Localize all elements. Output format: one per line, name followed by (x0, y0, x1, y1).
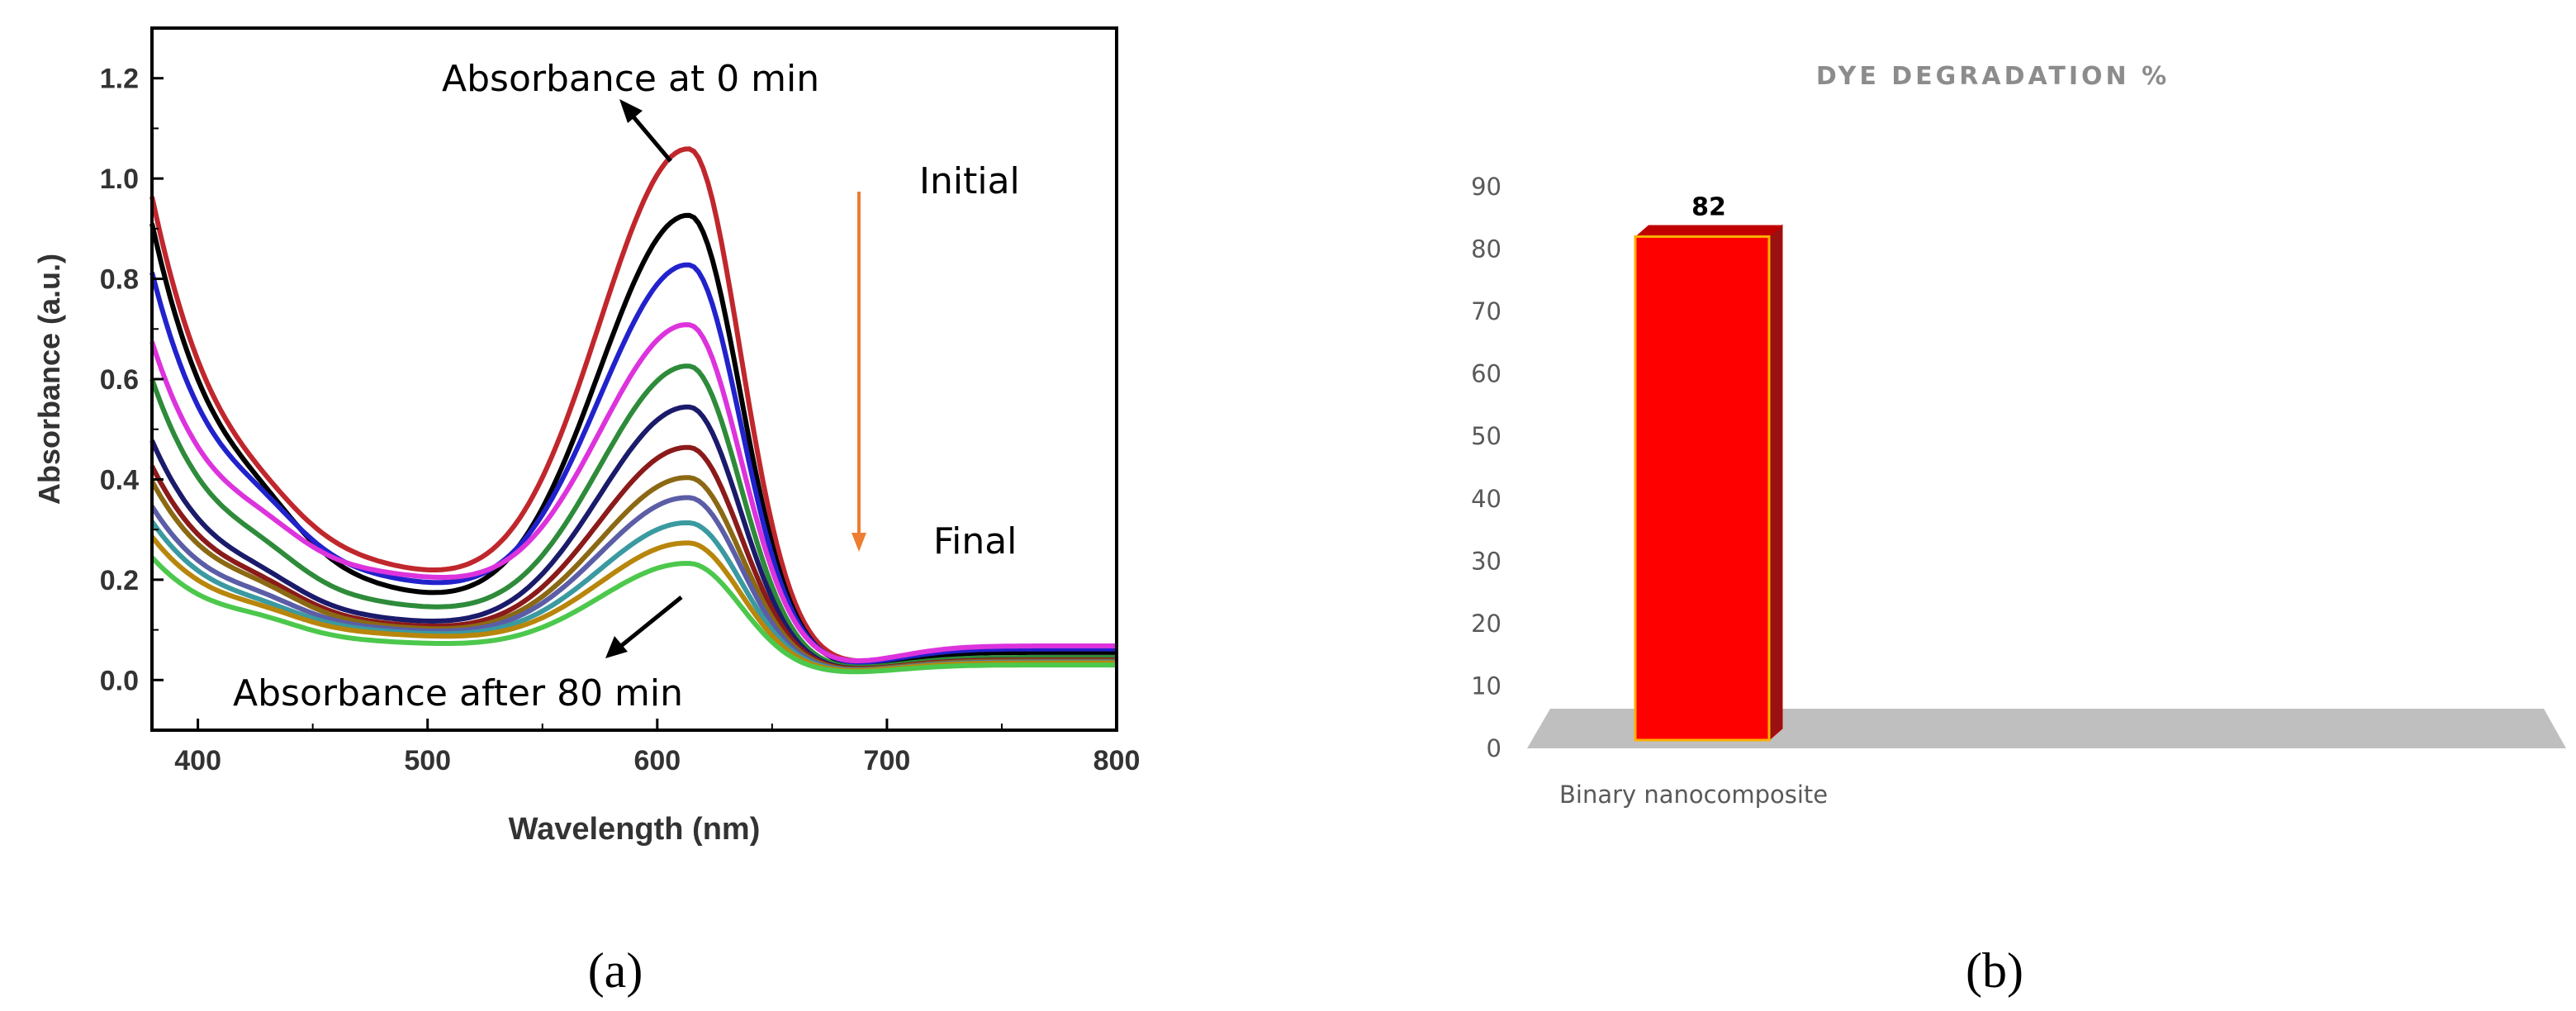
series-line-8 (149, 475, 1117, 672)
series-line-5 (149, 363, 1117, 670)
annotation-initial: Initial (919, 160, 1020, 202)
y-axis-label: Absorbance (a.u.) (32, 254, 66, 505)
floor-3d (1527, 709, 2566, 748)
chart-title: DYE DEGRADATION % (1816, 62, 2170, 91)
decrease-arrow (852, 192, 866, 552)
y-tick-label: 0.4 (100, 464, 139, 496)
y-tick-label: 60 (1471, 360, 1501, 388)
panel-b-bar-chart: DYE DEGRADATION % 0 10 20 30 40 50 60 70 80 90 82… (1471, 62, 2566, 809)
x-tick-label: 400 (174, 745, 221, 776)
y-tick-label: 1.0 (100, 164, 139, 195)
series-line-4 (149, 322, 1117, 663)
arrow-to-top-label (619, 99, 672, 163)
x-tick-label: 600 (633, 745, 681, 776)
y-tick-label: 90 (1471, 173, 1501, 201)
y-tick-label: 0.8 (100, 264, 139, 296)
x-axis-categories: Binary nanocomposite (1559, 781, 1828, 809)
annotation-absorbance-0-min: Absorbance at 0 min (442, 58, 819, 100)
annotation-final: Final (933, 520, 1017, 562)
bar-side (1768, 224, 1783, 742)
y-tick-label: 0.6 (100, 364, 139, 396)
y-tick-label: 50 (1471, 422, 1501, 450)
panel-label-b: (b) (1966, 943, 2023, 998)
arrow-to-bottom-label (605, 596, 683, 658)
x-axis-label: Wavelength (nm) (509, 812, 761, 847)
panel-a-line-chart: 0.0 0.2 0.4 0.6 0.8 1.0 1.2 400 500 600 700 800 Ab… (32, 26, 1140, 847)
data-label: 82 (1691, 192, 1726, 221)
annotation-absorbance-80-min: Absorbance after 80 min (233, 672, 683, 714)
y-tick-label: 1.2 (100, 64, 139, 95)
y-tick-label: 80 (1471, 235, 1501, 263)
y-tick-label: 10 (1471, 672, 1501, 700)
bar (1634, 235, 1771, 742)
y-tick-label: 0.0 (100, 665, 139, 696)
x-axis-ticks: 400 500 600 700 800 (174, 719, 1140, 776)
y-tick-label: 20 (1471, 610, 1501, 638)
x-category-label: Binary nanocomposite (1559, 781, 1828, 809)
y-tick-label: 30 (1471, 547, 1501, 575)
y-tick-label: 0.2 (100, 565, 139, 596)
y-axis-ticks: 0 10 20 30 40 50 60 70 80 90 (1471, 173, 1501, 762)
x-tick-label: 700 (864, 745, 911, 776)
bar-top (1635, 225, 1782, 237)
y-tick-label: 0 (1487, 734, 1501, 762)
bars-group: 82 (1634, 192, 1783, 742)
series-line-3 (149, 262, 1117, 665)
panel-label-a: (a) (588, 943, 643, 998)
y-axis-ticks: 0.0 0.2 0.4 0.6 0.8 1.0 1.2 (100, 64, 164, 696)
y-tick-label: 40 (1471, 485, 1501, 513)
x-tick-label: 800 (1093, 745, 1141, 776)
series-line-12 (149, 555, 1117, 675)
series-group (149, 146, 1117, 675)
y-tick-label: 70 (1471, 297, 1501, 325)
x-tick-label: 500 (404, 745, 451, 776)
